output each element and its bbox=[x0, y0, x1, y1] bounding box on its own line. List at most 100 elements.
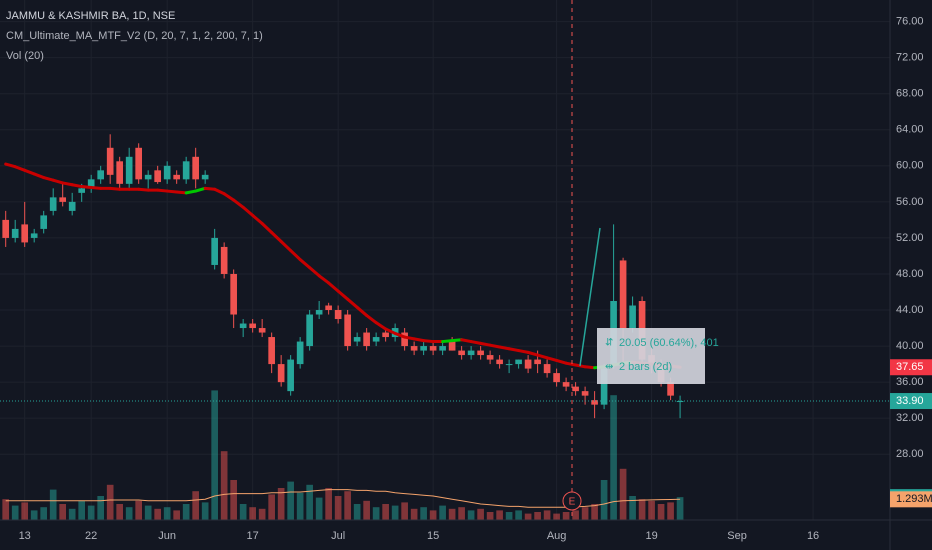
candle-body bbox=[11, 228, 19, 238]
volume-bar bbox=[458, 507, 465, 520]
ma-segment bbox=[89, 185, 103, 190]
candle-body bbox=[543, 364, 551, 374]
volume-bar bbox=[106, 484, 114, 520]
volume-bar bbox=[591, 504, 598, 520]
volume-bar bbox=[2, 499, 10, 520]
ma-segment bbox=[526, 350, 540, 357]
price-tag bbox=[890, 359, 932, 376]
x-tick-label: 15 bbox=[427, 530, 439, 542]
volume-bar bbox=[534, 512, 541, 520]
ma-segment bbox=[365, 313, 378, 325]
volume-bar bbox=[648, 500, 655, 520]
x-tick-label: 17 bbox=[247, 530, 259, 542]
volume-bar bbox=[439, 505, 446, 520]
y-tick-label: 40.00 bbox=[896, 340, 924, 352]
ma-segment bbox=[536, 353, 549, 360]
ma-segment bbox=[403, 335, 416, 341]
x-tick-label: Jun bbox=[158, 530, 176, 542]
candle-body bbox=[344, 314, 351, 347]
candle-body bbox=[192, 156, 199, 180]
ma-segment bbox=[469, 340, 483, 345]
price-tag-label: 33.90 bbox=[896, 395, 924, 407]
candle-body bbox=[277, 364, 285, 383]
earnings-marker[interactable] bbox=[562, 491, 582, 511]
price-tag-label: 1.293M bbox=[896, 493, 932, 505]
candle-body bbox=[353, 337, 361, 342]
candle-body bbox=[59, 197, 67, 202]
candle-body bbox=[173, 174, 180, 180]
candle-body bbox=[125, 156, 133, 184]
ma-segment bbox=[498, 345, 511, 351]
ma-segment bbox=[13, 165, 27, 172]
volume-bar bbox=[496, 510, 503, 520]
volume-bar bbox=[600, 480, 608, 520]
volume-bar bbox=[467, 510, 475, 520]
ma-segment bbox=[260, 222, 274, 235]
candle-body bbox=[230, 273, 237, 315]
volume-bar bbox=[220, 451, 228, 520]
ma-segment bbox=[175, 190, 188, 195]
volume-bar bbox=[391, 505, 399, 520]
candle-body bbox=[334, 310, 342, 320]
candle-body bbox=[401, 332, 408, 347]
candle-body bbox=[249, 323, 256, 329]
measure-icon: ⇵ bbox=[605, 338, 613, 349]
measure-icon: ⇹ bbox=[605, 362, 613, 373]
volume-bar bbox=[372, 507, 380, 520]
ma-segment bbox=[327, 281, 340, 293]
candle-body bbox=[515, 359, 522, 365]
ma-segment bbox=[545, 356, 559, 362]
volume-bar bbox=[477, 508, 484, 520]
y-tick-label: 44.00 bbox=[896, 304, 924, 316]
ma-segment bbox=[32, 172, 46, 180]
candle-body bbox=[296, 341, 304, 365]
candle-body bbox=[534, 359, 541, 365]
volume-bar bbox=[448, 508, 456, 520]
volume-bar bbox=[239, 504, 247, 520]
price-tag bbox=[890, 491, 932, 508]
measure-box bbox=[597, 328, 705, 384]
volume-bar bbox=[40, 507, 48, 520]
candle-body bbox=[21, 224, 29, 243]
y-tick-label: 52.00 bbox=[896, 232, 924, 244]
candle-body bbox=[258, 328, 266, 333]
volume-bar bbox=[667, 502, 674, 520]
ma-segment bbox=[232, 198, 245, 209]
ma-segment bbox=[213, 187, 226, 196]
volume-bar bbox=[68, 508, 76, 520]
candle-body bbox=[154, 170, 161, 183]
volume-bar bbox=[116, 504, 124, 520]
volume-bar bbox=[125, 507, 133, 520]
ma-segment bbox=[384, 327, 397, 335]
price-tag-label: 37.65 bbox=[896, 361, 924, 373]
volume-bar bbox=[515, 510, 522, 520]
volume-bar bbox=[505, 512, 513, 520]
ma-segment bbox=[308, 266, 321, 278]
ma-segment bbox=[441, 339, 454, 344]
volume-bar bbox=[258, 508, 266, 520]
candle-body bbox=[116, 161, 124, 184]
volume-bar bbox=[676, 497, 684, 520]
volume-bar bbox=[619, 468, 627, 520]
ma-segment bbox=[450, 338, 464, 343]
volume-bar bbox=[429, 510, 437, 520]
ma-segment bbox=[270, 231, 283, 244]
volume-bar bbox=[296, 492, 304, 520]
candle-body bbox=[201, 174, 209, 180]
ma-segment bbox=[412, 337, 426, 343]
measure-change: 20.05 (60.64%), 401 bbox=[619, 337, 719, 349]
ma-segment bbox=[317, 274, 331, 285]
ma-segment bbox=[583, 365, 597, 370]
ma-segment bbox=[298, 258, 312, 270]
volume-bar bbox=[581, 507, 589, 520]
volume-label: Vol (20) bbox=[6, 50, 44, 62]
volume-bar bbox=[78, 500, 86, 520]
volume-bar bbox=[154, 508, 161, 520]
candle-body bbox=[363, 332, 370, 347]
candle-body bbox=[553, 373, 560, 383]
ma-segment bbox=[42, 176, 55, 182]
volume-bar bbox=[353, 504, 361, 520]
ma-segment bbox=[374, 321, 388, 331]
volume-bar bbox=[486, 512, 494, 520]
ma-segment bbox=[346, 297, 359, 309]
